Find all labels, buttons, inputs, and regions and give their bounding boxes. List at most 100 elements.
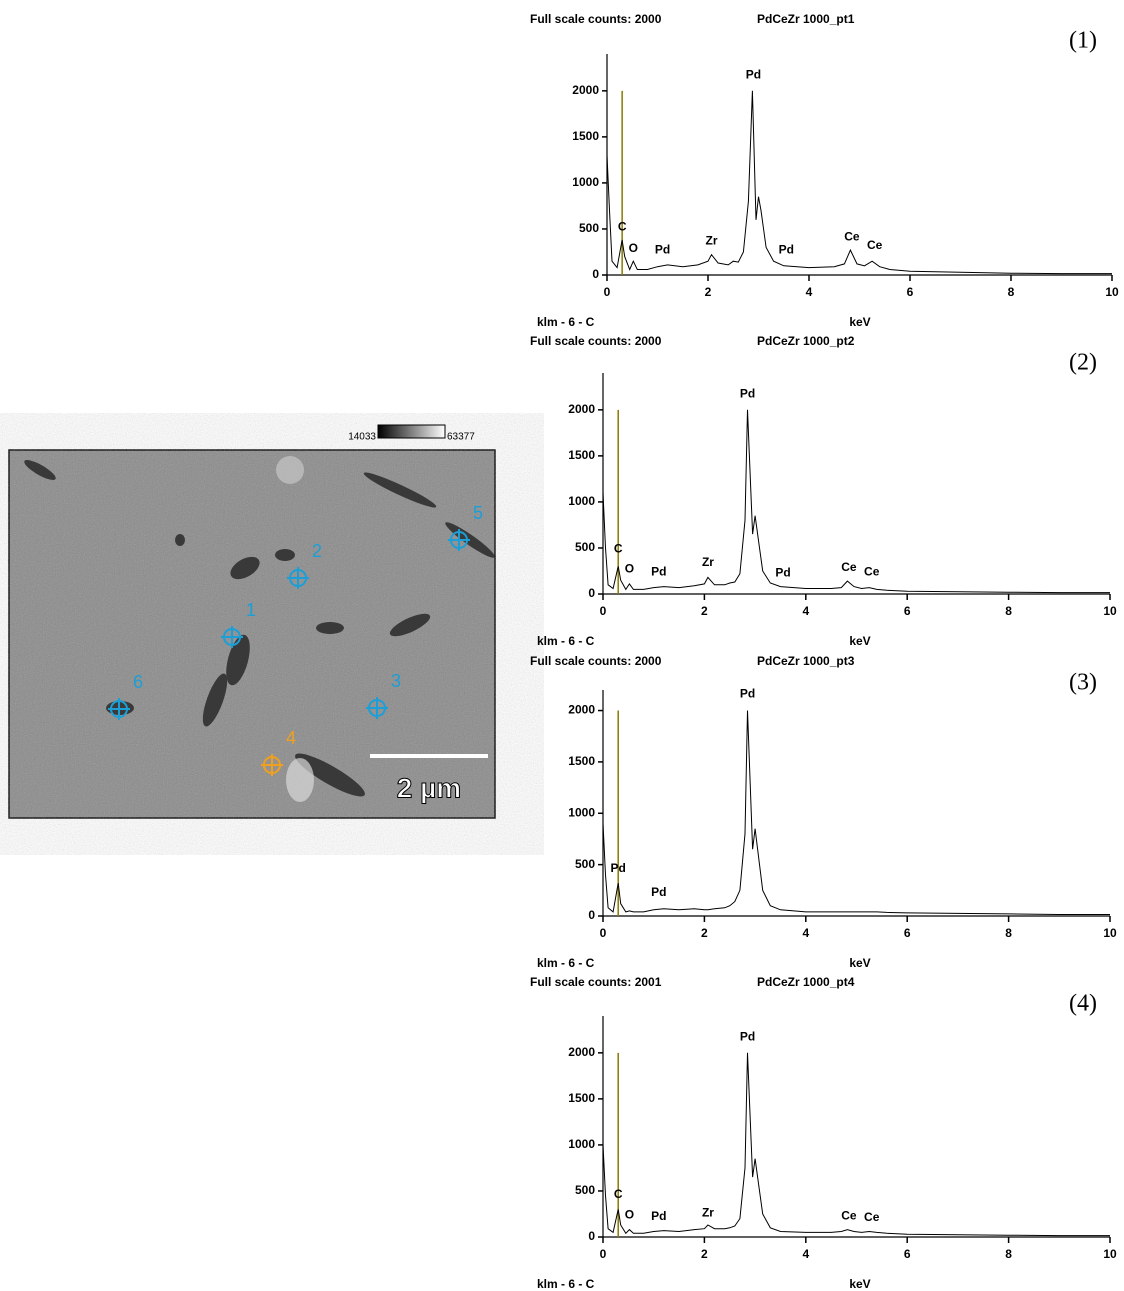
y-tick-label: 1500 xyxy=(568,1091,595,1105)
y-tick-label: 500 xyxy=(575,1183,595,1197)
y-tick-label: 1500 xyxy=(568,448,595,462)
point-label: 1 xyxy=(246,600,256,620)
bright-phase xyxy=(286,758,314,802)
y-tick-label: 1000 xyxy=(572,175,599,189)
x-tick-label: 0 xyxy=(600,926,607,940)
y-tick-label: 0 xyxy=(592,267,599,281)
y-tick-label: 0 xyxy=(588,1229,595,1243)
footer: klm - 6 - C xyxy=(537,956,595,970)
subtitle: Full scale counts: 2001 xyxy=(530,975,662,989)
spectrum xyxy=(602,710,1110,915)
point-label: 5 xyxy=(473,503,483,523)
peak-label: Ce xyxy=(864,564,880,578)
peak-label: Ce xyxy=(841,560,857,574)
x-tick-label: 4 xyxy=(806,285,813,299)
y-tick-label: 1500 xyxy=(572,129,599,143)
colorbar xyxy=(377,424,446,439)
y-tick-label: 2000 xyxy=(572,83,599,97)
x-axis-label: keV xyxy=(849,315,870,329)
panel-label: (1) xyxy=(1069,28,1097,54)
peak-label: Pd xyxy=(779,243,794,257)
x-tick-label: 6 xyxy=(907,285,914,299)
x-tick-label: 8 xyxy=(1005,604,1012,618)
peak-label: Pd xyxy=(651,1209,666,1223)
peak-label: Pd xyxy=(740,1030,755,1044)
y-tick-label: 1000 xyxy=(568,494,595,508)
x-tick-label: 4 xyxy=(802,1247,809,1261)
x-tick-label: 0 xyxy=(600,1247,607,1261)
title: PdCeZr 1000_pt4 xyxy=(757,975,855,989)
scale-bar-label: 2 µm xyxy=(397,772,461,803)
subtitle: Full scale counts: 2000 xyxy=(530,12,662,26)
texture xyxy=(9,450,495,818)
peak-label: O xyxy=(625,1207,634,1221)
title: PdCeZr 1000_pt2 xyxy=(757,334,855,348)
x-tick-label: 6 xyxy=(904,604,911,618)
x-tick-label: 2 xyxy=(701,1247,708,1261)
x-tick-label: 2 xyxy=(705,285,712,299)
peak-label: Pd xyxy=(746,68,761,82)
spectrum xyxy=(602,409,1110,594)
y-tick-label: 500 xyxy=(579,221,599,235)
x-tick-label: 0 xyxy=(600,604,607,618)
title: PdCeZr 1000_pt1 xyxy=(757,12,855,26)
y-tick-label: 1000 xyxy=(568,1137,595,1151)
peak-label: Pd xyxy=(611,861,626,875)
subtitle: Full scale counts: 2000 xyxy=(530,654,662,668)
peak-label: Zr xyxy=(702,555,714,569)
peak-label: O xyxy=(629,241,638,255)
colorbar-max: 63377 xyxy=(447,432,475,443)
x-tick-label: 10 xyxy=(1105,285,1119,299)
colorbar-min: 14033 xyxy=(348,432,376,443)
point-label: 2 xyxy=(312,541,322,561)
peak-label: Ce xyxy=(864,1210,880,1224)
bright-phase xyxy=(276,456,304,484)
footer: klm - 6 - C xyxy=(537,315,595,329)
spectrum xyxy=(606,90,1112,275)
x-tick-label: 8 xyxy=(1005,1247,1012,1261)
peak-label: Zr xyxy=(706,233,718,247)
panel-label: (4) xyxy=(1069,991,1097,1017)
x-tick-label: 10 xyxy=(1103,1247,1117,1261)
x-tick-label: 8 xyxy=(1005,926,1012,940)
x-axis-label: keV xyxy=(849,634,870,648)
x-axis-label: keV xyxy=(849,956,870,970)
x-tick-label: 4 xyxy=(802,926,809,940)
y-tick-label: 1000 xyxy=(568,805,595,819)
footer: klm - 6 - C xyxy=(537,634,595,648)
y-tick-label: 500 xyxy=(575,857,595,871)
peak-label: Ce xyxy=(867,238,883,252)
title: PdCeZr 1000_pt3 xyxy=(757,654,855,668)
point-label: 6 xyxy=(133,672,143,692)
peak-label: Ce xyxy=(844,230,860,244)
x-tick-label: 6 xyxy=(904,926,911,940)
peak-label: C xyxy=(614,541,623,555)
sem-image: 14033 63377 2 µm xyxy=(8,424,496,819)
x-tick-label: 0 xyxy=(604,285,611,299)
x-tick-label: 2 xyxy=(701,604,708,618)
spectrum xyxy=(602,1052,1110,1237)
peak-label: Pd xyxy=(740,387,755,401)
x-tick-label: 2 xyxy=(701,926,708,940)
y-tick-label: 500 xyxy=(575,540,595,554)
x-tick-label: 8 xyxy=(1008,285,1015,299)
y-tick-label: 2000 xyxy=(568,402,595,416)
point-label: 4 xyxy=(286,728,296,748)
peak-label: Pd xyxy=(651,885,666,899)
x-axis-label: keV xyxy=(849,1277,870,1291)
peak-label: O xyxy=(625,562,634,576)
x-tick-label: 10 xyxy=(1103,926,1117,940)
peak-label: C xyxy=(614,1187,623,1201)
dark-phases xyxy=(24,460,495,797)
point-label: 3 xyxy=(391,671,401,691)
y-tick-label: 0 xyxy=(588,586,595,600)
x-tick-label: 10 xyxy=(1103,604,1117,618)
peak-label: C xyxy=(618,220,627,234)
subtitle: Full scale counts: 2000 xyxy=(530,334,662,348)
peak-label: Ce xyxy=(841,1208,857,1222)
y-tick-label: 2000 xyxy=(568,1045,595,1059)
y-tick-label: 2000 xyxy=(568,703,595,717)
peak-label: Pd xyxy=(655,243,670,257)
